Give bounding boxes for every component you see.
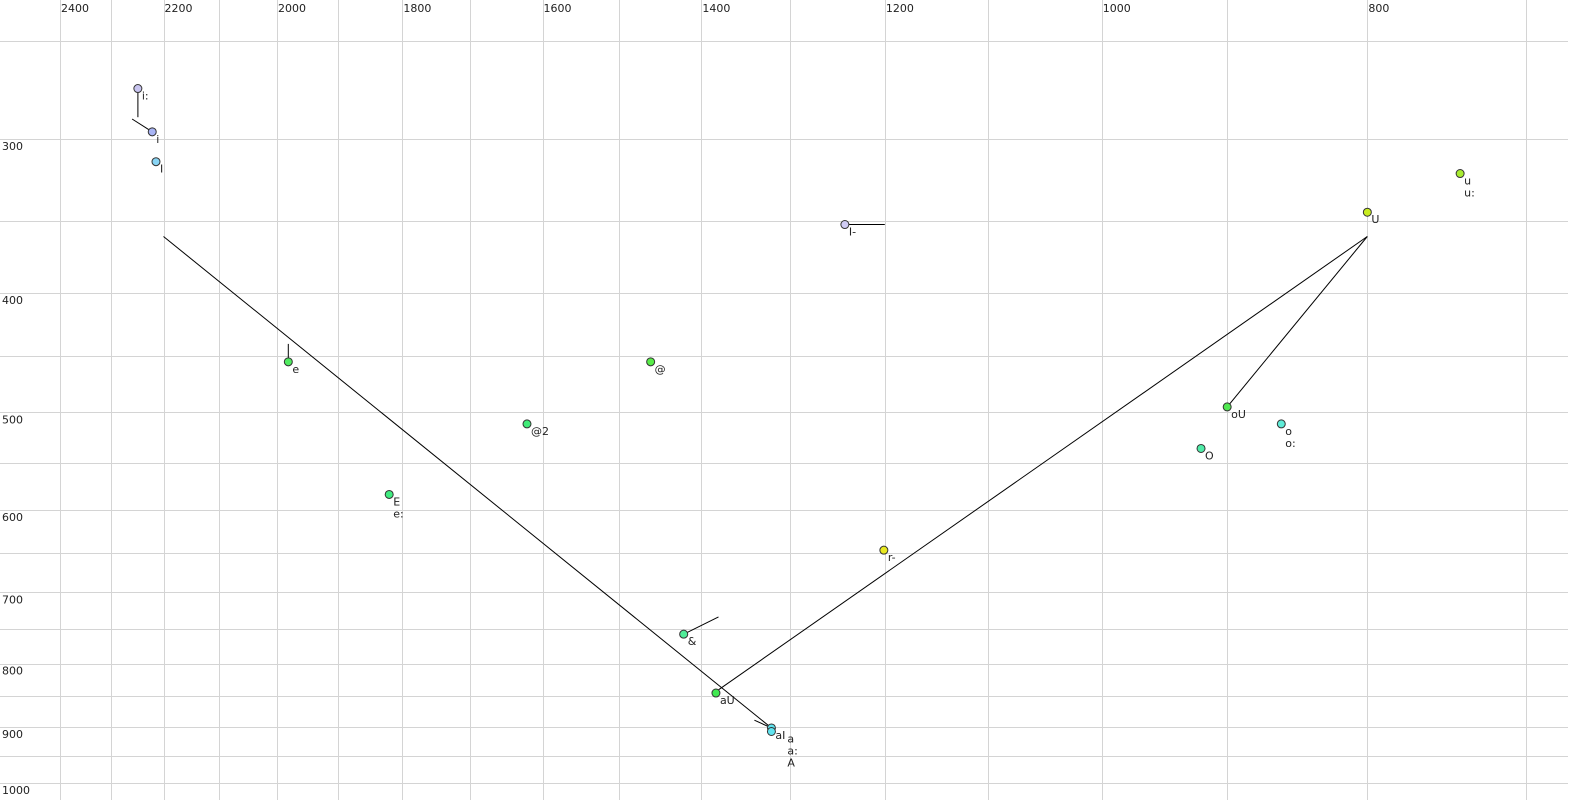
x-tick-label: 2200 — [165, 2, 193, 15]
point-label: u — [1464, 175, 1471, 188]
point-label: U — [1371, 213, 1379, 226]
x-tick-label: 1200 — [886, 2, 914, 15]
point-label: aI — [775, 729, 785, 742]
trajectory-line — [683, 616, 719, 635]
y-tick-label: 900 — [2, 728, 23, 741]
y-tick-label: 500 — [2, 413, 23, 426]
data-point — [1362, 207, 1372, 217]
x-tick-label: 1000 — [1103, 2, 1131, 15]
data-point — [840, 220, 850, 230]
data-point — [879, 545, 889, 555]
data-point — [679, 629, 689, 639]
data-point — [133, 84, 143, 94]
data-point — [711, 688, 721, 698]
point-label: oU — [1231, 408, 1246, 421]
x-tick-label: 2000 — [278, 2, 306, 15]
data-point — [1276, 419, 1286, 429]
point-label: O — [1205, 449, 1214, 462]
data-point — [147, 127, 157, 137]
point-label: u: — [1464, 187, 1475, 200]
point-label: aU — [720, 694, 735, 707]
trajectory-line — [718, 236, 1368, 691]
x-tick-label: 1800 — [403, 2, 431, 15]
data-point — [1222, 402, 1232, 412]
y-tick-label: 400 — [2, 294, 23, 307]
point-label: o — [1285, 425, 1292, 438]
data-point — [384, 489, 394, 499]
point-label: e: — [393, 507, 403, 520]
point-label: @2 — [531, 425, 549, 438]
y-tick-label: 1000 — [2, 784, 30, 797]
point-label: o: — [1285, 437, 1295, 450]
y-tick-label: 600 — [2, 511, 23, 524]
x-tick-label: 1600 — [544, 2, 572, 15]
data-point — [522, 419, 532, 429]
x-tick-label: 1400 — [702, 2, 730, 15]
point-label: r- — [888, 551, 896, 564]
point-label: a — [787, 732, 794, 745]
data-points: i: i I I- Uuu: e @ @2 Ee: oU oo: Or- & aU aI aa:A — [133, 84, 1475, 769]
trajectory-line — [1226, 236, 1368, 408]
point-label: A — [787, 756, 795, 769]
point-label: E — [393, 495, 400, 508]
data-point — [766, 726, 776, 736]
y-tick-label: 300 — [2, 140, 23, 153]
data-point — [283, 357, 293, 367]
trajectories — [131, 88, 1368, 729]
point-label: @ — [655, 363, 666, 376]
trajectory-line — [163, 236, 772, 729]
x-tick-label: 800 — [1368, 2, 1389, 15]
data-point — [1196, 443, 1206, 453]
data-point — [1455, 169, 1465, 179]
point-label: e — [292, 363, 299, 376]
point-label: a: — [787, 744, 797, 757]
y-tick-label: 700 — [2, 593, 23, 606]
point-label: I — [160, 163, 163, 176]
point-label: I- — [849, 226, 856, 239]
axis-ticks: 2400 2200 2000 1800 1600 1400 1200 1000 800 300 40… — [2, 2, 1389, 797]
point-label: & — [688, 635, 697, 648]
data-point — [151, 157, 161, 167]
point-label: i — [156, 133, 159, 146]
data-point — [646, 357, 656, 367]
point-label: i: — [142, 90, 149, 103]
y-tick-label: 800 — [2, 665, 23, 678]
x-tick-label: 2400 — [61, 2, 89, 15]
